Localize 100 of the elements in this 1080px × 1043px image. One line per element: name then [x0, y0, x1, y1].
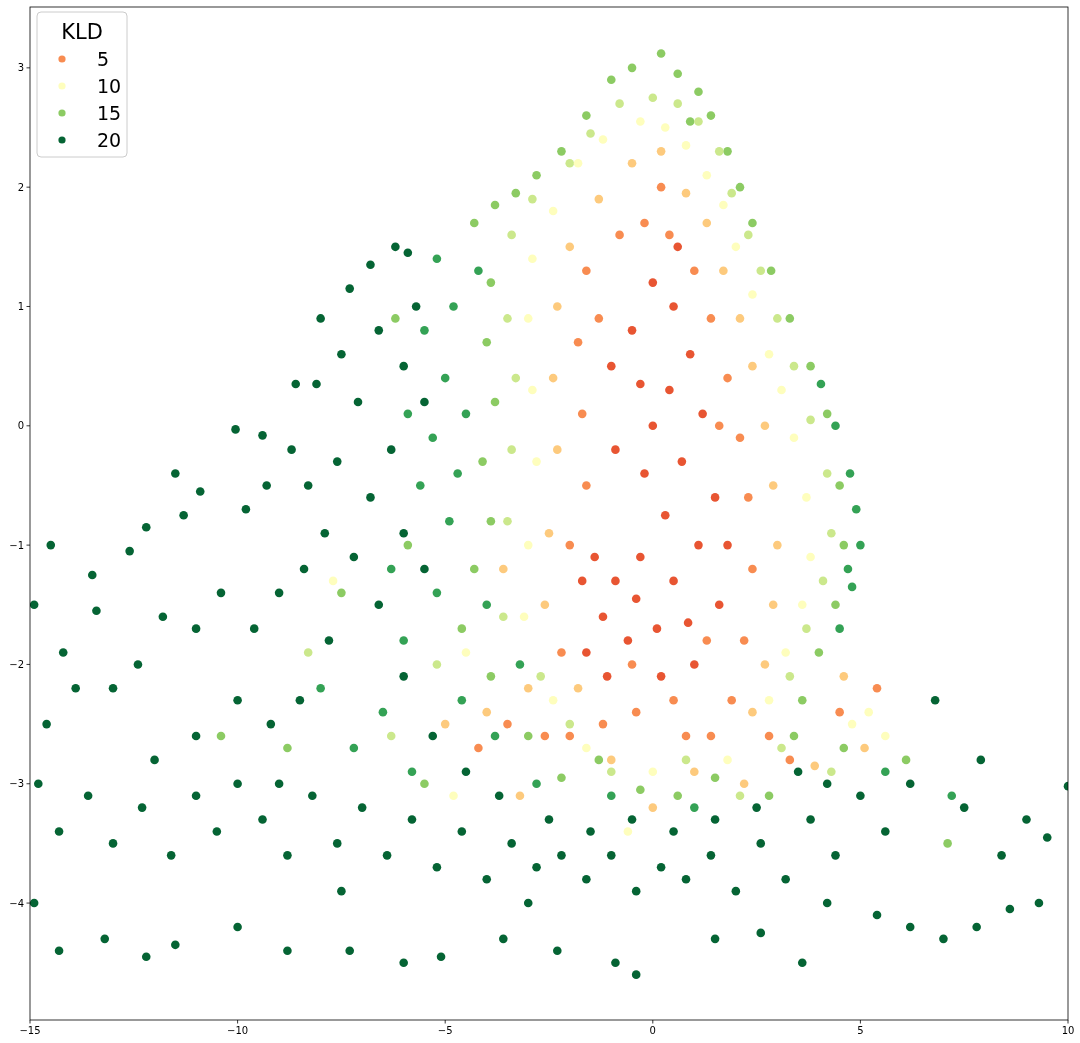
- point: [690, 266, 699, 275]
- point: [523, 684, 533, 693]
- y-tick-label: 1: [17, 300, 24, 312]
- point: [706, 111, 716, 120]
- point: [760, 660, 770, 669]
- point: [420, 779, 429, 789]
- point: [714, 421, 724, 431]
- legend-label: 5: [97, 48, 110, 70]
- point: [827, 528, 836, 538]
- point: [690, 803, 699, 812]
- point: [469, 564, 479, 574]
- point: [764, 791, 774, 800]
- point: [615, 99, 624, 108]
- point: [673, 69, 683, 79]
- point: [482, 337, 492, 347]
- point: [386, 731, 396, 741]
- point: [669, 302, 678, 311]
- point: [507, 230, 516, 240]
- point: [727, 695, 736, 705]
- point: [797, 695, 807, 705]
- point: [810, 761, 820, 771]
- x-tick-label: −10: [227, 1025, 249, 1036]
- point: [216, 731, 226, 741]
- point: [457, 624, 467, 633]
- point: [461, 648, 471, 657]
- point: [606, 361, 616, 371]
- point: [806, 552, 815, 562]
- point: [528, 254, 537, 264]
- point: [486, 672, 496, 681]
- point: [606, 755, 616, 765]
- point: [789, 433, 799, 443]
- point: [872, 684, 882, 693]
- point: [515, 660, 525, 669]
- point: [540, 731, 550, 741]
- point: [399, 636, 408, 645]
- point: [486, 516, 496, 526]
- point: [636, 552, 645, 562]
- legend-label: 10: [97, 75, 122, 97]
- point: [835, 624, 844, 633]
- x-tick-label: −15: [19, 1025, 41, 1036]
- point: [648, 803, 658, 812]
- point: [706, 314, 716, 323]
- point: [640, 218, 649, 228]
- point: [432, 588, 442, 598]
- point: [490, 200, 500, 210]
- point: [735, 433, 745, 443]
- point: [901, 755, 911, 765]
- point: [627, 159, 637, 168]
- point: [577, 576, 587, 586]
- point: [532, 779, 541, 789]
- point: [407, 767, 417, 777]
- point: [449, 302, 458, 311]
- legend-label: 20: [97, 129, 122, 151]
- point: [598, 612, 608, 622]
- point: [731, 242, 741, 252]
- point: [606, 791, 616, 800]
- point: [739, 779, 749, 789]
- point: [316, 684, 325, 693]
- point: [845, 469, 855, 478]
- point: [523, 540, 533, 550]
- x-tick-label: 5: [857, 1025, 864, 1036]
- point: [582, 266, 591, 275]
- point: [656, 49, 666, 58]
- point: [432, 660, 442, 669]
- point: [474, 266, 483, 275]
- point: [835, 481, 844, 490]
- point: [831, 421, 840, 431]
- point: [602, 672, 612, 681]
- legend-label: 15: [97, 102, 122, 124]
- point: [748, 361, 757, 371]
- point: [482, 707, 492, 717]
- point: [806, 361, 815, 371]
- point: [648, 93, 658, 102]
- point: [499, 612, 508, 622]
- point: [648, 421, 658, 431]
- point: [673, 99, 683, 108]
- point: [748, 564, 757, 574]
- point: [548, 206, 558, 216]
- y-tick-label: −2: [9, 658, 24, 670]
- point: [714, 147, 724, 156]
- point: [723, 540, 732, 550]
- point: [694, 117, 703, 126]
- point: [656, 672, 666, 681]
- point: [611, 576, 620, 586]
- point: [457, 695, 467, 705]
- point: [656, 182, 666, 192]
- point: [777, 385, 786, 395]
- point: [478, 457, 487, 466]
- point: [814, 648, 824, 657]
- point: [835, 707, 844, 717]
- point: [839, 743, 849, 753]
- point: [511, 188, 521, 198]
- point: [557, 773, 566, 783]
- point: [764, 695, 774, 705]
- point: [565, 540, 575, 550]
- point: [768, 481, 778, 490]
- point: [789, 361, 799, 371]
- point: [690, 660, 699, 669]
- point: [627, 326, 637, 335]
- point: [594, 314, 604, 323]
